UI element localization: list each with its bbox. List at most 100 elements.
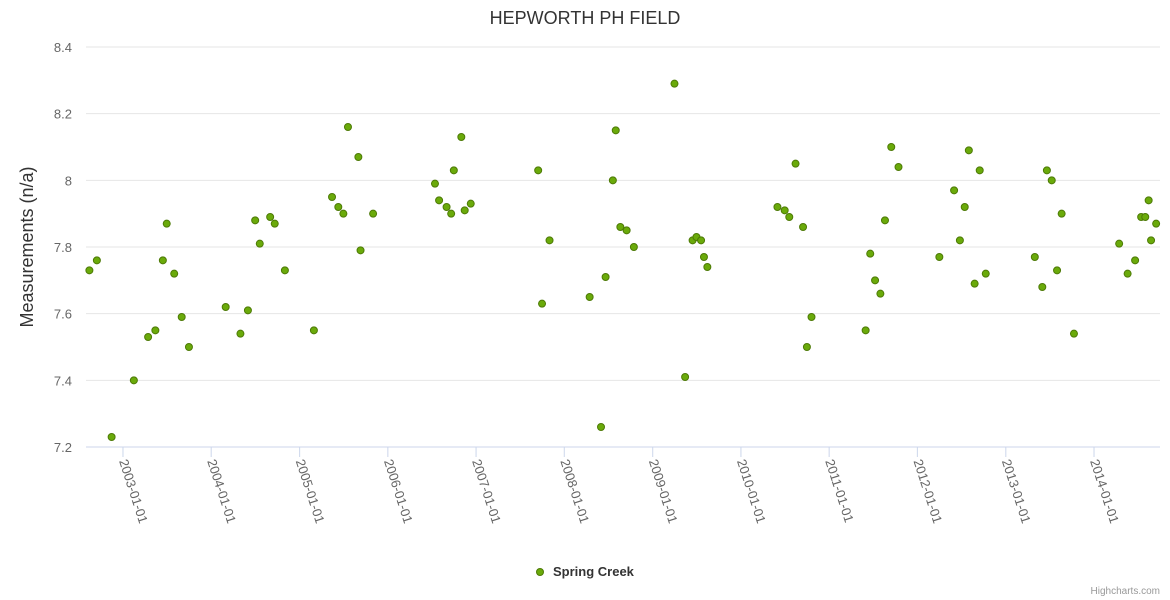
data-point[interactable] (597, 423, 606, 431)
data-point[interactable] (780, 206, 789, 215)
data-point[interactable] (699, 253, 708, 261)
data-point[interactable] (785, 213, 794, 221)
data-point[interactable] (251, 216, 260, 225)
legend-label[interactable]: Spring Creek (553, 564, 635, 579)
legend[interactable]: Spring Creek (536, 564, 635, 579)
data-point[interactable] (1053, 266, 1062, 275)
data-point[interactable] (611, 126, 620, 135)
y-tick-label: 7.4 (54, 373, 72, 388)
data-point[interactable] (964, 146, 973, 155)
data-point[interactable] (92, 256, 101, 265)
data-point[interactable] (280, 266, 289, 275)
data-point[interactable] (466, 199, 475, 208)
data-point[interactable] (266, 213, 275, 221)
x-tick-label: 2014-01-01 (1087, 457, 1122, 525)
data-point[interactable] (1141, 213, 1150, 221)
data-point[interactable] (681, 373, 690, 381)
data-point[interactable] (221, 303, 230, 311)
credits-link[interactable]: Highcharts.com (1091, 586, 1160, 597)
data-point[interactable] (981, 269, 990, 278)
data-point[interactable] (876, 289, 885, 298)
data-point[interactable] (457, 133, 466, 141)
data-point[interactable] (871, 276, 880, 285)
data-point[interactable] (629, 243, 638, 251)
data-point[interactable] (356, 246, 365, 255)
data-point[interactable] (236, 329, 245, 338)
data-point[interactable] (955, 236, 964, 245)
data-point[interactable] (170, 269, 179, 278)
data-point[interactable] (1042, 166, 1051, 175)
data-point[interactable] (670, 79, 679, 88)
data-point[interactable] (151, 326, 160, 335)
x-tick-label: 2013-01-01 (999, 457, 1034, 525)
data-point[interactable] (107, 433, 116, 441)
data-point[interactable] (1069, 329, 1078, 338)
data-point[interactable] (807, 313, 816, 321)
data-point[interactable] (773, 203, 782, 211)
data-point[interactable] (270, 219, 279, 228)
data-point[interactable] (435, 196, 444, 205)
grid-lines (86, 46, 1160, 448)
data-point[interactable] (703, 263, 712, 271)
data-point[interactable] (866, 249, 875, 258)
data-point[interactable] (1144, 196, 1153, 205)
data-point[interactable] (309, 326, 318, 335)
data-point[interactable] (887, 143, 896, 151)
data-point[interactable] (460, 206, 469, 215)
data-point[interactable] (177, 313, 186, 321)
data-point[interactable] (538, 299, 547, 308)
data-point[interactable] (1047, 176, 1056, 185)
data-point[interactable] (791, 159, 800, 168)
data-point[interactable] (255, 239, 264, 248)
data-point[interactable] (545, 236, 554, 245)
data-point[interactable] (158, 256, 167, 265)
data-point[interactable] (894, 163, 903, 171)
data-point[interactable] (861, 326, 870, 335)
data-point[interactable] (1038, 283, 1047, 291)
data-point[interactable] (162, 219, 171, 228)
data-point[interactable] (1057, 209, 1066, 218)
data-point[interactable] (1147, 236, 1156, 245)
data-point[interactable] (369, 209, 378, 218)
data-point[interactable] (1152, 219, 1161, 228)
data-point[interactable] (447, 209, 456, 218)
data-point[interactable] (328, 193, 337, 201)
data-point[interactable] (970, 279, 979, 288)
data-point[interactable] (880, 216, 889, 225)
data-point[interactable] (585, 293, 594, 301)
data-point[interactable] (935, 253, 944, 261)
data-point[interactable] (354, 153, 363, 161)
y-tick-label: 8 (65, 173, 72, 188)
data-point[interactable] (129, 376, 138, 385)
data-point[interactable] (339, 209, 348, 218)
data-point[interactable] (442, 203, 451, 211)
x-tick-label: 2010-01-01 (734, 457, 769, 525)
data-point[interactable] (616, 223, 625, 231)
data-point[interactable] (950, 186, 959, 195)
data-point[interactable] (799, 223, 808, 231)
data-point[interactable] (802, 343, 811, 351)
x-tick-label: 2004-01-01 (204, 457, 239, 525)
data-point[interactable] (622, 226, 631, 235)
data-point[interactable] (184, 343, 193, 351)
data-point[interactable] (960, 203, 969, 211)
data-point[interactable] (343, 123, 352, 131)
series-spring-creek[interactable] (85, 79, 1161, 441)
data-point[interactable] (534, 166, 543, 175)
data-point[interactable] (697, 236, 706, 245)
data-point[interactable] (85, 266, 94, 275)
data-point[interactable] (975, 166, 984, 175)
data-point[interactable] (334, 203, 343, 211)
data-point[interactable] (1115, 239, 1124, 248)
data-point[interactable] (1030, 253, 1039, 261)
data-point[interactable] (601, 273, 610, 281)
y-tick-label: 7.2 (54, 440, 72, 455)
y-axis: 7.2 7.4 7.6 7.8 8 8.2 8.4 (54, 40, 72, 455)
data-point[interactable] (1131, 256, 1140, 265)
data-point[interactable] (1123, 269, 1132, 278)
data-point[interactable] (144, 333, 153, 341)
data-point[interactable] (608, 176, 617, 185)
data-point[interactable] (449, 166, 458, 175)
data-point[interactable] (430, 179, 439, 188)
data-point[interactable] (243, 306, 252, 315)
